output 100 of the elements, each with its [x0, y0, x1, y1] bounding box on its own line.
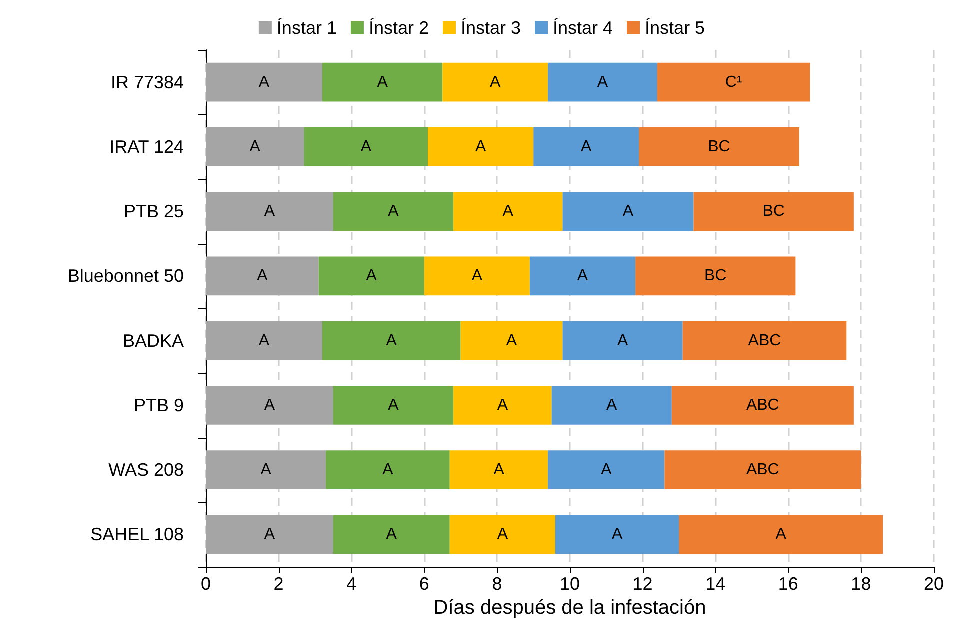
data-label: A — [388, 203, 400, 220]
data-label: A — [577, 268, 588, 285]
data-label: A — [264, 526, 276, 544]
x-tick-label: 2 — [274, 574, 284, 594]
bar — [454, 386, 552, 425]
bar — [206, 128, 304, 166]
data-label: A — [386, 332, 398, 350]
bar — [450, 450, 548, 490]
legend-label: Ínstar 5 — [645, 18, 706, 38]
data-label: BC — [762, 203, 785, 220]
bar — [428, 128, 534, 166]
bar — [424, 256, 530, 296]
x-tick-label: 18 — [851, 574, 872, 594]
bar — [530, 256, 636, 296]
bar — [657, 62, 810, 102]
data-label: A — [622, 203, 634, 220]
data-label: A — [502, 203, 514, 220]
y-tick-label: IR 77384 — [110, 72, 184, 92]
data-label: ABC — [746, 462, 780, 479]
legend-label: Ínstar 4 — [553, 18, 614, 38]
data-label: A — [388, 396, 400, 414]
bar — [322, 321, 461, 360]
x-axis-title: Días después de la infestación — [434, 596, 706, 619]
data-label: BC — [704, 268, 727, 285]
data-label: A — [497, 396, 508, 414]
data-label: A — [257, 268, 268, 285]
bar — [442, 62, 548, 102]
data-label: A — [264, 396, 276, 414]
data-label: A — [606, 396, 618, 414]
data-label: A — [382, 462, 394, 479]
data-label: A — [597, 74, 608, 91]
bar — [454, 192, 563, 231]
x-tick-label: 10 — [560, 574, 580, 594]
bar — [206, 386, 334, 425]
bar — [636, 256, 796, 296]
data-label: A — [377, 74, 388, 91]
bar — [460, 321, 563, 360]
bar — [664, 450, 862, 490]
bar — [333, 386, 454, 425]
bar — [322, 62, 443, 102]
data-label: A — [258, 74, 270, 91]
bar — [679, 515, 884, 554]
data-label: A — [360, 138, 372, 156]
bar — [206, 256, 319, 296]
bar — [562, 192, 694, 231]
data-label: A — [494, 462, 505, 479]
data-label: A — [260, 462, 272, 479]
y-tick-label: WAS 208 — [108, 460, 184, 480]
x-tick-label: 4 — [346, 574, 357, 594]
y-tick-label: PTB 9 — [134, 395, 184, 416]
bar — [555, 515, 680, 554]
data-label: A — [472, 268, 483, 285]
data-label: A — [612, 526, 623, 544]
legend-label: Ínstar 3 — [460, 18, 522, 38]
data-label: A — [258, 332, 270, 350]
x-tick-label: 14 — [706, 574, 726, 594]
legend-label: Ínstar 1 — [276, 18, 337, 38]
y-tick-label: IRAT 124 — [110, 136, 184, 157]
data-label: A — [250, 138, 261, 156]
bar — [534, 128, 640, 166]
bar — [552, 386, 672, 425]
legend-label: Ínstar 2 — [368, 18, 429, 38]
data-label: C¹ — [725, 74, 742, 91]
data-label: A — [497, 526, 508, 544]
data-label: A — [617, 332, 628, 350]
bar — [682, 321, 847, 360]
x-tick-label: 16 — [778, 574, 798, 594]
y-tick-label: PTB 25 — [124, 202, 184, 222]
data-label: BC — [708, 138, 730, 156]
data-label: A — [581, 138, 592, 156]
x-tick-label: 20 — [924, 574, 944, 594]
data-label: A — [490, 74, 502, 91]
bar — [450, 515, 556, 554]
bar — [694, 192, 854, 231]
bar — [206, 192, 334, 231]
bar — [548, 62, 658, 102]
bar — [304, 128, 428, 166]
bar — [333, 192, 454, 231]
bar — [672, 386, 854, 425]
bar — [333, 515, 450, 554]
x-tick-label: 0 — [200, 574, 212, 594]
bar — [318, 256, 424, 296]
data-label: A — [475, 138, 486, 156]
bar — [206, 515, 334, 554]
bar — [548, 450, 665, 490]
bar — [562, 321, 683, 360]
data-label: A — [506, 332, 518, 350]
data-label: A — [366, 268, 378, 285]
bar — [639, 128, 800, 166]
y-tick-label: BADKA — [122, 330, 184, 351]
x-tick-label: 8 — [492, 574, 502, 594]
data-label: A — [776, 526, 787, 544]
data-label: A — [386, 526, 398, 544]
data-label: A — [601, 462, 612, 479]
bar — [326, 450, 450, 490]
data-label: ABC — [746, 396, 780, 414]
bar — [206, 321, 322, 360]
y-tick-label: Bluebonnet 50 — [68, 266, 184, 286]
x-tick-label: 6 — [419, 574, 430, 594]
data-label: ABC — [748, 332, 782, 350]
